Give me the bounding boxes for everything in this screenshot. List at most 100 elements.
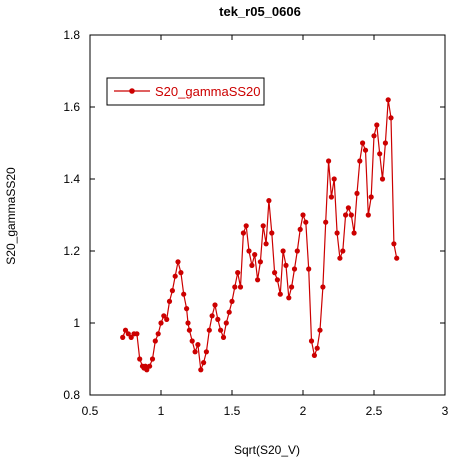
data-point — [120, 334, 126, 340]
data-point — [297, 226, 303, 232]
y-axis-label: S20_gammaSS20 — [4, 167, 18, 265]
data-point — [269, 230, 275, 236]
data-point — [164, 316, 170, 322]
data-point — [263, 241, 269, 247]
data-point — [266, 198, 272, 204]
x-tick-label: 3 — [442, 404, 449, 418]
data-point — [137, 356, 143, 362]
data-point — [365, 212, 371, 218]
data-point — [294, 248, 300, 254]
data-point — [232, 284, 238, 290]
data-point — [166, 298, 173, 304]
y-tick-label: 0.8 — [63, 388, 80, 402]
data-point — [283, 262, 289, 268]
y-tick-label: 1.8 — [63, 28, 80, 42]
data-point — [186, 327, 192, 333]
data-point — [308, 338, 315, 344]
data-point — [306, 266, 312, 272]
x-tick-label: 1.5 — [224, 404, 241, 418]
data-point — [161, 313, 167, 319]
x-tick-label: 0.5 — [82, 404, 99, 418]
data-point — [192, 349, 198, 355]
data-point — [185, 320, 191, 326]
data-point — [218, 327, 224, 333]
data-point — [128, 334, 134, 340]
data-point — [351, 230, 357, 236]
data-point — [212, 302, 218, 308]
data-point — [252, 252, 258, 258]
data-point — [144, 367, 150, 373]
data-point — [300, 212, 306, 218]
x-tick-label: 2 — [300, 404, 307, 418]
y-tick-label: 1 — [73, 316, 80, 330]
x-axis: 0.5 1 1.5 2 2.5 3 — [82, 35, 449, 418]
data-point — [343, 212, 349, 218]
data-point — [345, 205, 351, 211]
data-point — [280, 248, 286, 254]
data-point — [311, 352, 317, 358]
data-point — [122, 327, 129, 333]
data-point — [272, 270, 278, 276]
data-point — [125, 331, 131, 337]
data-point — [255, 277, 261, 283]
y-tick-label: 1.2 — [63, 244, 80, 258]
data-point — [235, 270, 241, 276]
data-point — [226, 309, 232, 315]
data-point — [317, 327, 323, 333]
data-point — [382, 140, 388, 146]
data-point — [328, 194, 334, 200]
data-point — [348, 212, 354, 218]
data-point — [377, 151, 383, 157]
legend-marker — [129, 88, 135, 94]
data-point — [379, 176, 386, 182]
data-point — [303, 219, 309, 225]
data-point — [195, 342, 201, 348]
y-tick-label: 1.6 — [63, 100, 80, 114]
data-point — [337, 255, 343, 261]
plot-frame — [89, 34, 446, 396]
data-point — [334, 230, 340, 236]
data-point — [215, 316, 221, 322]
data-point — [237, 284, 244, 290]
data-point — [388, 115, 394, 121]
y-tick-label: 1.4 — [63, 172, 80, 186]
data-point — [175, 259, 181, 265]
x-tick-label: 2.5 — [366, 404, 383, 418]
data-point — [203, 349, 209, 355]
data-point — [368, 194, 374, 200]
data-point — [147, 363, 153, 369]
data-point — [189, 338, 195, 344]
legend: S20_gammaSS20 — [106, 77, 265, 106]
data-point — [374, 122, 380, 128]
data-point — [274, 277, 280, 283]
data-point — [223, 320, 229, 326]
data-point — [391, 241, 397, 247]
series-layer — [120, 97, 400, 373]
data-point — [184, 306, 190, 312]
data-point — [229, 298, 235, 304]
data-point — [249, 262, 255, 268]
data-point — [291, 266, 298, 272]
data-point — [289, 284, 295, 290]
data-point — [178, 270, 184, 276]
data-point — [134, 331, 140, 337]
data-point — [277, 291, 283, 297]
y-axis: 0.8 1 1.2 1.4 1.6 1.8 — [63, 28, 445, 402]
data-point — [331, 176, 337, 182]
data-point — [354, 190, 360, 196]
data-point — [240, 230, 246, 236]
data-point — [314, 345, 320, 351]
x-tick-label: 1 — [158, 404, 165, 418]
data-point — [209, 313, 215, 319]
data-point — [198, 367, 204, 373]
data-point — [155, 331, 161, 337]
data-point — [385, 97, 391, 103]
data-point — [326, 158, 332, 164]
data-point — [152, 338, 158, 344]
data-point — [181, 291, 187, 297]
data-point — [243, 223, 249, 229]
x-axis-label: Sqrt(S20_V) — [234, 443, 300, 457]
data-point — [158, 320, 164, 326]
data-point — [206, 327, 212, 333]
